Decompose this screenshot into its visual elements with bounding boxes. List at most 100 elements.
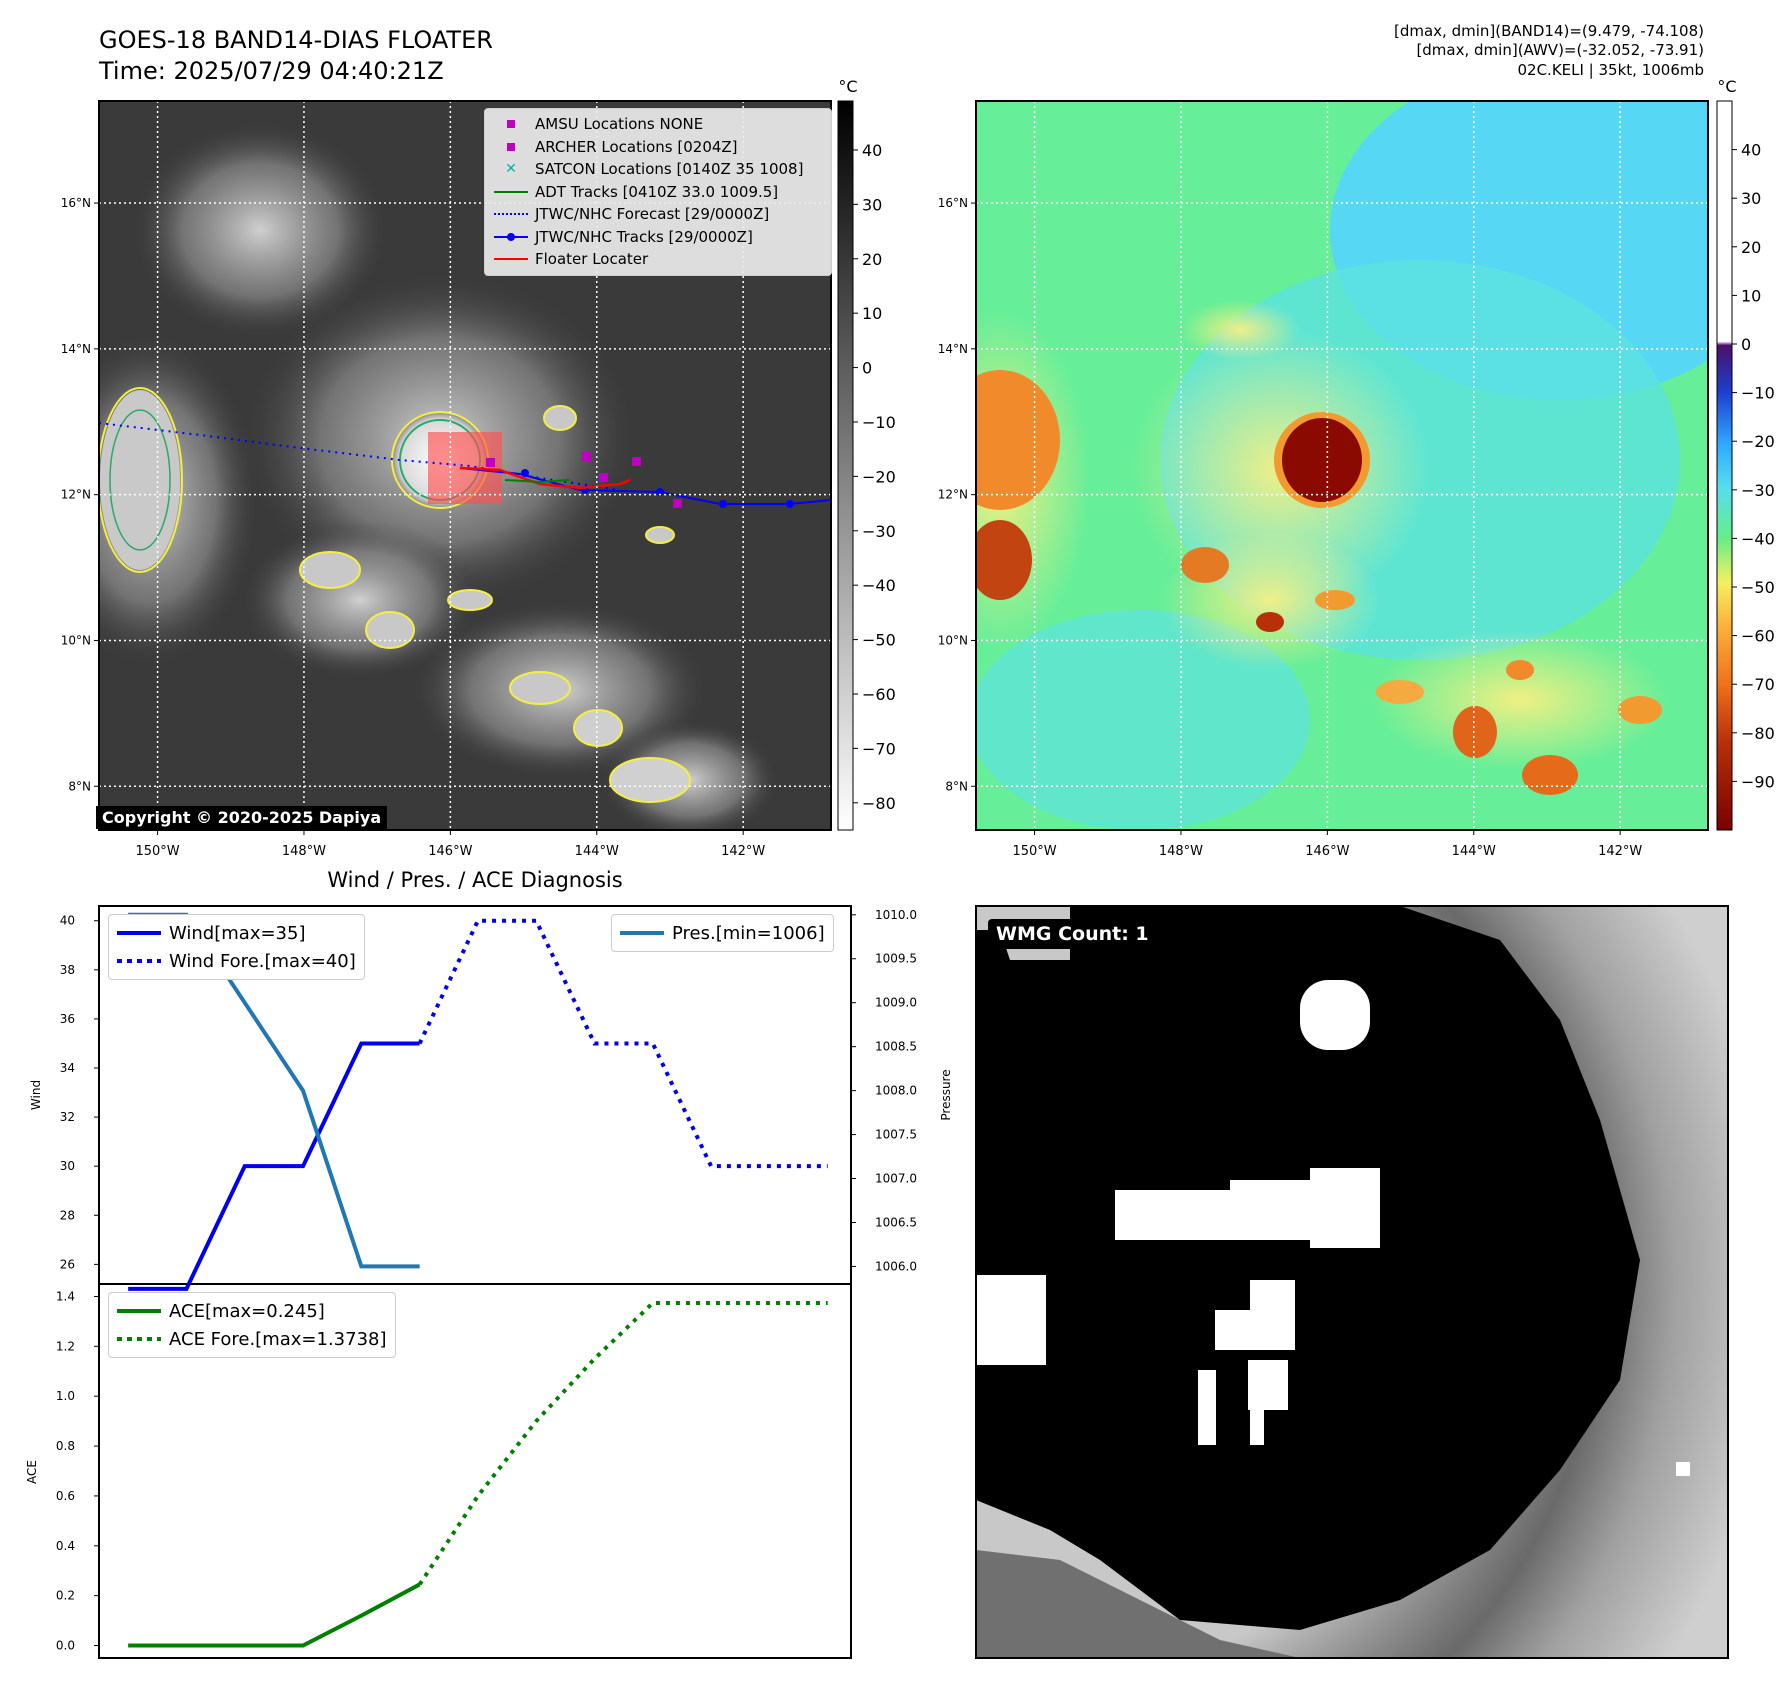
colorbar-tick-label: −70	[1741, 675, 1775, 694]
wind-ytick-label: 36	[60, 1012, 75, 1026]
legend-symbol-icon: ✕	[505, 161, 517, 178]
floater-locater-track	[459, 466, 631, 490]
wind-ytick-label: 28	[60, 1208, 75, 1222]
colorbar-tick-label: −40	[1741, 529, 1775, 548]
legend-label: ARCHER Locations [0204Z]	[535, 137, 738, 156]
pressure-ytick-label: 1007.0	[875, 1172, 917, 1186]
colorbar-tick-label: −60	[862, 685, 896, 704]
ace-ytick-label: 1.0	[56, 1389, 75, 1403]
colorbar-tick-label: 30	[1741, 189, 1761, 208]
meta-line-2: [dmax, dmin](AWV)=(-32.052, -73.91)	[1416, 41, 1704, 59]
ace-ytick-label: 1.2	[56, 1339, 75, 1353]
lon-tick-label: 142°W	[1598, 844, 1642, 859]
wmg-count-badge: WMG Count: 1	[988, 919, 1157, 949]
legend-symbol-icon	[493, 190, 529, 193]
wmg-warm-pixels	[976, 980, 1690, 1476]
wmg-cold-core	[976, 906, 1640, 1630]
adt-track	[504, 479, 571, 484]
map-legend-item: ADT Tracks [0410Z 33.0 1009.5]	[493, 181, 823, 204]
meta-line-3: 02C.KELI | 35kt, 1006mb	[1517, 61, 1704, 79]
colorbar-tick-label: 20	[1741, 238, 1761, 257]
map-legend-item: AMSU Locations NONE	[493, 113, 823, 136]
wind-ytick-label: 26	[60, 1257, 75, 1271]
ace-ytick-label: 0.6	[56, 1489, 75, 1503]
lat-tick-label: 16°N	[938, 196, 968, 210]
colorbar-ir	[837, 100, 854, 831]
pressure-ytick-label: 1010.0	[875, 908, 917, 922]
colorbar-awv-ticks: 40 30 20 10 0 −10 −20 −30 −40 −50 −60 −70 −80 −90	[1732, 141, 1775, 791]
lat-tick-label: 16°N	[61, 196, 91, 210]
colorbar-tick-label: 20	[862, 250, 882, 269]
pressure-ytick-label: 1009.5	[875, 952, 917, 966]
lon-tick-label: 148°W	[1159, 844, 1203, 859]
wind-ytick-label: 32	[60, 1110, 75, 1124]
legend-pressure: Pres.[min=1006]	[620, 919, 825, 947]
lon-tick-label: 148°W	[282, 844, 326, 859]
wind-legend: Wind[max=35] Wind Fore.[max=40]	[108, 914, 365, 980]
legend-label: JTWC/NHC Forecast [29/0000Z]	[535, 205, 770, 224]
pressure-ytick-label: 1006.0	[875, 1259, 917, 1273]
wind-ylabel: Wind	[29, 1080, 43, 1110]
colorbar-tick-label: −10	[1741, 384, 1775, 403]
colorbar-tick-label: −50	[862, 631, 896, 650]
archer-locations	[486, 452, 682, 508]
colorbar-awv-unit: °C	[1717, 77, 1736, 96]
legend-label: ADT Tracks [0410Z 33.0 1009.5]	[535, 182, 779, 201]
colorbar-tick-label: 10	[862, 304, 882, 323]
lon-tick-label: 146°W	[1305, 844, 1349, 859]
lon-tick-label: 150°W	[1012, 844, 1056, 859]
colorbar-tick-label: −50	[1741, 578, 1775, 597]
pressure-legend: Pres.[min=1006]	[611, 914, 834, 952]
ace-ylabel: ACE	[25, 1460, 39, 1484]
legend-label: SATCON Locations [0140Z 35 1008]	[535, 160, 804, 179]
pressure-ytick-label: 1009.0	[875, 996, 917, 1010]
pressure-ylabel: Pressure	[939, 1069, 953, 1120]
ace-ytick-label: 0.0	[56, 1639, 75, 1653]
legend-wind-forecast: Wind Fore.[max=40]	[117, 947, 356, 975]
awv-map-panel	[976, 101, 1708, 830]
ace-chart: 1.4 1.2 1.0 0.8 0.6 0.4 0.2 0.0	[56, 1289, 828, 1653]
series-line-0	[128, 1041, 420, 1291]
colorbar-ir-unit: °C	[838, 77, 857, 96]
colorbar-tick-label: −10	[862, 413, 896, 432]
diagnosis-title: Wind / Pres. / ACE Diagnosis	[327, 868, 622, 892]
colorbar-tick-label: −60	[1741, 627, 1775, 646]
map-legend-item: Floater Locater	[493, 248, 823, 271]
wind-ytick-label: 38	[60, 963, 75, 977]
legend-symbol-icon	[493, 120, 529, 129]
lat-tick-label: 12°N	[938, 488, 968, 502]
wind-ytick-label: 40	[60, 914, 75, 928]
legend-symbol-icon	[493, 232, 529, 241]
pressure-ytick-label: 1008.0	[875, 1084, 917, 1098]
pressure-ytick-label: 1007.5	[875, 1128, 917, 1142]
legend-ace: ACE[max=0.245]	[117, 1297, 387, 1325]
ace-ytick-label: 0.2	[56, 1589, 75, 1603]
ace-legend: ACE[max=0.245] ACE Fore.[max=1.3738]	[108, 1292, 396, 1358]
lat-tick-label: 14°N	[938, 342, 968, 356]
legend-symbol-icon	[493, 213, 529, 216]
lon-tick-label: 146°W	[428, 844, 472, 859]
colorbar-tick-label: 0	[862, 359, 872, 378]
colorbar-tick-label: −30	[862, 522, 896, 541]
colorbar-tick-label: −20	[862, 467, 896, 486]
lon-tick-label: 144°W	[575, 844, 619, 859]
ace-ytick-label: 0.8	[56, 1439, 75, 1453]
ace-series-line-1	[417, 1300, 828, 1586]
meta-line-1: [dmax, dmin](BAND14)=(9.479, -74.108)	[1393, 22, 1704, 40]
lat-tick-label: 8°N	[68, 779, 91, 793]
lon-tick-label: 150°W	[135, 844, 179, 859]
ace-ytick-label: 1.4	[56, 1289, 75, 1303]
colorbar-tick-label: −30	[1741, 481, 1775, 500]
pressure-ytick-label: 1006.5	[875, 1215, 917, 1229]
lat-tick-label: 10°N	[938, 633, 968, 647]
lon-tick-label: 142°W	[721, 844, 765, 859]
figure-time: Time: 2025/07/29 04:40:21Z	[99, 57, 444, 85]
map-gridlines-right	[976, 101, 1708, 830]
lat-tick-label: 8°N	[945, 779, 968, 793]
copyright-badge: Copyright © 2020-2025 Dapiya	[96, 806, 388, 829]
map-legend-item: JTWC/NHC Tracks [29/0000Z]	[493, 226, 823, 249]
legend-symbol-icon	[493, 258, 529, 261]
legend-label: AMSU Locations NONE	[535, 115, 704, 134]
map-legend: AMSU Locations NONE ARCHER Locations [020…	[484, 108, 832, 276]
wind-ytick-label: 30	[60, 1159, 75, 1173]
